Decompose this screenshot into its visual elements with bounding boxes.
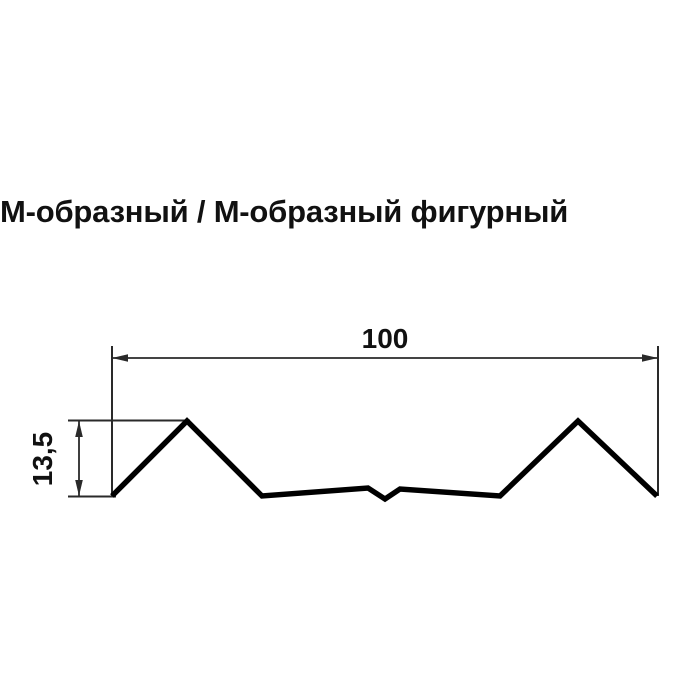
page-title: М-образный / М-образный фигурный (0, 194, 569, 229)
height-arrow-top-icon (75, 421, 83, 437)
width-arrow-right-icon (642, 354, 658, 362)
profile-outline (110, 417, 659, 503)
height-dimension-label: 13,5 (27, 432, 58, 487)
width-arrow-left-icon (112, 354, 128, 362)
width-dimension-label: 100 (362, 323, 409, 354)
width-dimension: 100 (112, 323, 658, 362)
height-arrow-bottom-icon (75, 480, 83, 496)
height-dimension: 13,5 (27, 421, 83, 496)
